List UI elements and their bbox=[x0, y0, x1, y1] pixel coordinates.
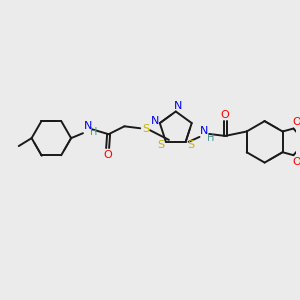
Text: N: N bbox=[174, 100, 182, 111]
Text: S: S bbox=[158, 140, 164, 150]
Text: O: O bbox=[292, 157, 300, 167]
Text: N: N bbox=[151, 116, 159, 126]
Text: O: O bbox=[103, 150, 112, 160]
Text: O: O bbox=[292, 117, 300, 127]
Text: H: H bbox=[207, 133, 214, 143]
Text: H: H bbox=[90, 127, 98, 137]
Text: N: N bbox=[84, 121, 92, 131]
Text: S: S bbox=[142, 124, 150, 134]
Text: N: N bbox=[200, 126, 208, 136]
Text: S: S bbox=[187, 140, 194, 150]
Text: O: O bbox=[221, 110, 230, 120]
